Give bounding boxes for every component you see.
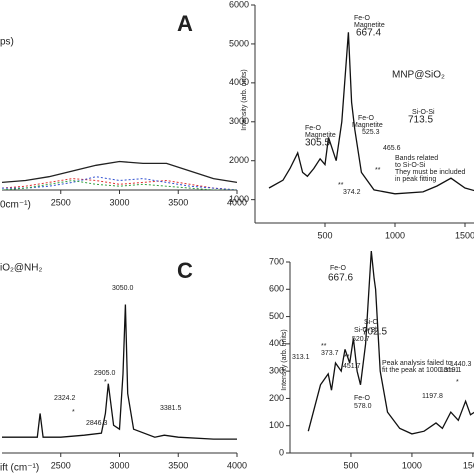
annotation: * xyxy=(456,379,459,386)
annotation: in peak fitting xyxy=(395,176,436,183)
annotation: ** xyxy=(375,167,381,174)
x-tick-label: 1500 xyxy=(463,460,474,470)
annotation: 3050.0 xyxy=(112,285,134,292)
spectrum-line xyxy=(2,178,237,190)
x-tick-label: 1500 xyxy=(455,230,474,240)
annotation: 305.5 xyxy=(305,138,330,149)
annotation: Fe-O xyxy=(354,15,371,22)
annotation: Fe-O xyxy=(358,115,375,122)
y-tick-label: 0 xyxy=(279,447,284,457)
y-tick-label: 500 xyxy=(269,311,284,321)
annotation: 578.0 xyxy=(354,403,372,410)
annotation: 1440.3 xyxy=(450,361,472,368)
y-tick-label: 5000 xyxy=(229,38,249,48)
annotation: 2905.0 xyxy=(94,370,116,377)
annotation: 525.3 xyxy=(362,129,380,136)
annotation: Magnetite xyxy=(352,122,383,129)
x-tick-label: 500 xyxy=(317,230,332,240)
annotation: * xyxy=(104,379,107,386)
annotation: 2324.2 xyxy=(54,395,76,402)
panel-label: A xyxy=(177,11,193,36)
annotation: They must be included xyxy=(395,169,466,176)
spectrum-line xyxy=(307,251,474,435)
x-tick-label: 2500 xyxy=(51,197,71,207)
annotation: 702.5 xyxy=(362,327,387,338)
annotation: 1319.1 xyxy=(440,367,462,374)
y-tick-label: 1000 xyxy=(229,194,249,204)
y-tick-label: 200 xyxy=(269,393,284,403)
x-tick-label: 4000 xyxy=(227,460,247,470)
y-tick-label: 600 xyxy=(269,284,284,294)
annotation: ** xyxy=(344,354,350,361)
y-tick-label: 2000 xyxy=(229,155,249,165)
spectrum-line xyxy=(2,304,237,440)
annotation: Magnetite xyxy=(305,132,336,139)
annotation: 1197.8 xyxy=(422,393,443,400)
annotation: 667.6 xyxy=(328,273,353,284)
annotation: Peak analysis failed to xyxy=(382,360,452,367)
x-tick-label: 4000 xyxy=(227,197,247,207)
y-axis-label: Intensity (arb. units) xyxy=(281,329,288,390)
x-tick-label: 3500 xyxy=(168,460,188,470)
annotation: 374.2 xyxy=(343,189,361,196)
x-tick-label: 500 xyxy=(343,460,358,470)
spectrum-line xyxy=(2,176,237,190)
annotation: Bands related xyxy=(395,155,438,162)
x-axis-label: 0cm⁻¹) xyxy=(0,200,31,211)
annotation: Fe-O xyxy=(305,125,322,132)
annotation: 465.6 xyxy=(383,145,401,152)
y-axis-label: Intensity (arb. units) xyxy=(241,69,248,130)
annotation: to Si-O-Si xyxy=(395,162,426,169)
y-tick-label: 100 xyxy=(269,420,284,430)
x-tick-label: 3000 xyxy=(109,197,129,207)
annotation: Magnetite xyxy=(354,22,385,29)
annotation: Si-O-Si xyxy=(412,109,435,116)
annotation: ** xyxy=(321,343,327,350)
annotation: Fe-O xyxy=(330,265,347,272)
x-tick-label: 2500 xyxy=(51,460,71,470)
x-tick-label: 1000 xyxy=(402,460,422,470)
annotation: Si-O-Si xyxy=(354,327,377,334)
annotation: 3381.5 xyxy=(160,405,182,412)
annotation: 373.7 xyxy=(321,350,339,357)
spectrum-line xyxy=(2,179,237,190)
annotation: iO₂@NH₂ xyxy=(0,263,42,274)
x-tick-label: 3000 xyxy=(109,460,129,470)
annotation: 451.7 xyxy=(343,363,361,370)
annotation: 713.5 xyxy=(408,115,433,126)
annotation: Si-C xyxy=(364,319,378,326)
annotation: MNP@SiO₂ xyxy=(392,70,445,81)
annotation: 313.1 xyxy=(292,354,310,361)
annotation: ps) xyxy=(0,37,14,48)
annotation: Fe-O xyxy=(354,395,371,402)
annotation: 520.7 xyxy=(352,336,370,343)
annotation: ** xyxy=(338,182,344,189)
y-tick-label: 6000 xyxy=(229,0,249,9)
y-tick-label: 400 xyxy=(269,338,284,348)
annotation: * xyxy=(72,409,75,416)
x-tick-label: 1000 xyxy=(385,230,405,240)
y-tick-label: 300 xyxy=(269,366,284,376)
x-tick-label: 3500 xyxy=(168,197,188,207)
annotation: 2846.3 xyxy=(86,420,108,427)
y-tick-label: 3000 xyxy=(229,116,249,126)
spectrum-line xyxy=(2,160,237,184)
y-tick-label: 4000 xyxy=(229,77,249,87)
panel-label: C xyxy=(177,258,193,283)
x-axis-label: ift (cm⁻¹) xyxy=(0,463,39,474)
annotation: fit the peak at 1000 cm-1 xyxy=(382,367,459,374)
y-tick-label: 700 xyxy=(269,256,284,266)
annotation: 667.4 xyxy=(356,28,381,39)
spectrum-line xyxy=(268,32,474,195)
